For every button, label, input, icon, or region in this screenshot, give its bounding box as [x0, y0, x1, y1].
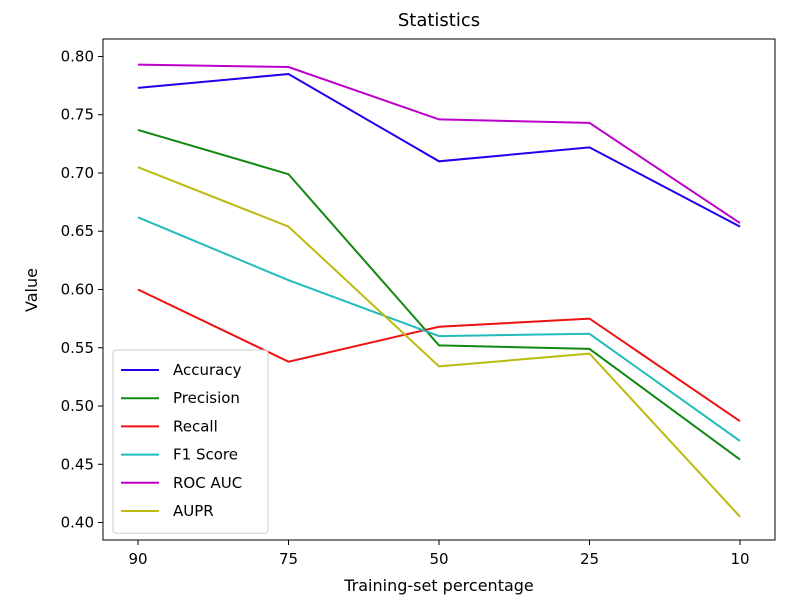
- x-tick-label: 10: [730, 550, 749, 568]
- y-tick-label: 0.40: [61, 514, 94, 532]
- series-line-aupr: [137, 166, 741, 518]
- legend-label: Recall: [173, 417, 218, 435]
- legend-label: ROC AUC: [173, 474, 242, 492]
- x-tick-label: 75: [279, 550, 298, 568]
- legend: Accuracy Precision Recall F1 Score ROC AUC AU…: [112, 349, 269, 534]
- legend-label: AUPR: [173, 502, 214, 520]
- axis-ticks: 90 75 50 25 10 0.40 0.45 0.50 0.55 0.60 0.65 0.70 0.…: [61, 47, 750, 568]
- y-tick-label: 0.65: [61, 222, 94, 240]
- y-tick-label: 0.60: [61, 281, 94, 299]
- series-line-accuracy: [137, 72, 741, 228]
- y-tick-label: 0.55: [61, 339, 94, 357]
- y-tick-label: 0.50: [61, 397, 94, 415]
- legend-label: Precision: [173, 389, 240, 407]
- series-line-roc-auc: [137, 63, 741, 224]
- series-lines: [137, 63, 741, 518]
- y-tick-label: 0.45: [61, 455, 94, 473]
- x-tick-label: 25: [580, 550, 599, 568]
- plot-frame: [102, 38, 776, 541]
- x-axis-title: Training-set percentage: [343, 576, 534, 595]
- legend-label: F1 Score: [173, 446, 238, 464]
- y-tick-label: 0.70: [61, 164, 94, 182]
- y-axis-title: Value: [22, 268, 41, 312]
- series-line-f1-score: [137, 216, 741, 442]
- y-tick-label: 0.80: [61, 47, 94, 65]
- chart-title: Statistics: [398, 10, 480, 31]
- legend-box: [112, 349, 269, 534]
- x-tick-label: 50: [429, 550, 448, 568]
- series-line-recall: [137, 288, 741, 423]
- series-line-precision: [137, 128, 741, 461]
- y-tick-label: 0.75: [61, 106, 94, 124]
- x-tick-label: 90: [128, 550, 147, 568]
- legend-label: Accuracy: [173, 361, 242, 379]
